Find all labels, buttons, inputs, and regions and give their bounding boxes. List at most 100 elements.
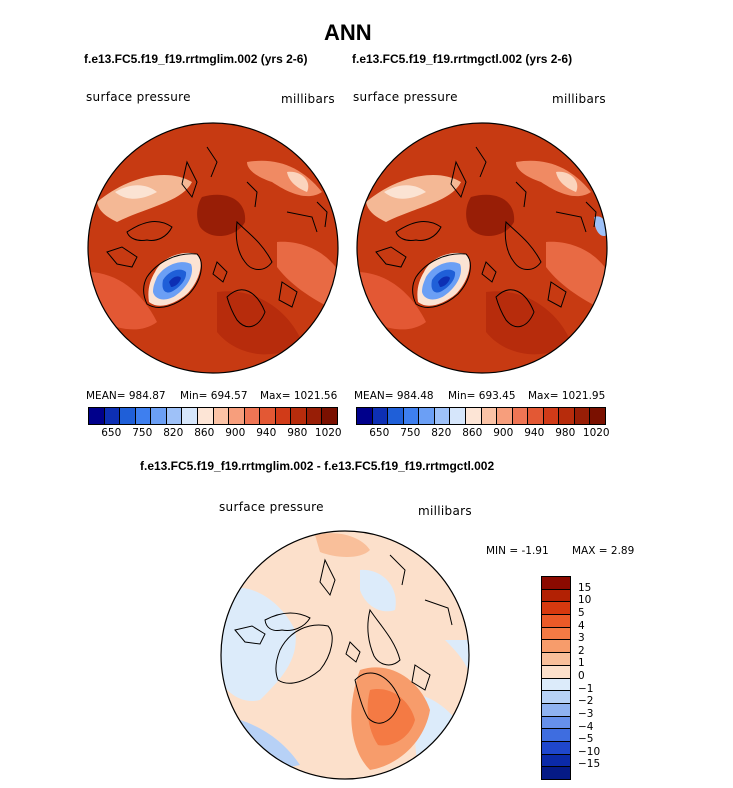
colorbar-box	[528, 408, 544, 424]
colorbar-box	[229, 408, 245, 424]
colorbar-box	[481, 408, 498, 424]
colorbar-box	[388, 408, 404, 424]
colorbar-box	[542, 691, 570, 704]
diff-panel-title: f.e13.FC5.f19_f19.rrtmglim.002 - f.e13.F…	[140, 459, 495, 473]
diff-panel-variable: surface pressure	[219, 500, 324, 514]
page-title: ANN	[324, 20, 372, 45]
colorbar-tick-label: −5	[578, 733, 594, 746]
colorbar-box	[197, 408, 214, 424]
colorbar-box	[306, 408, 323, 424]
colorbar-box	[542, 577, 570, 590]
right-panel-max: Max= 1021.95	[528, 390, 606, 402]
colorbar-tick-label: −15	[578, 758, 601, 771]
colorbar-box	[542, 665, 570, 679]
colorbar-box	[542, 602, 570, 616]
colorbar-tick-label: 0	[578, 670, 585, 682]
colorbar-box	[89, 408, 105, 424]
colorbar-box	[465, 408, 482, 424]
colorbar-tick-label: 750	[400, 427, 421, 439]
diff-polar-map	[220, 530, 470, 780]
colorbar-tick-label: 650	[369, 427, 390, 439]
right-colorbar-ticks: 650 750 820 860 900 940 980 1020	[356, 427, 609, 441]
colorbar-tick-label: 940	[524, 427, 545, 439]
arctic-ocean-region	[197, 194, 246, 237]
colorbar-tick-label: 980	[287, 427, 308, 439]
colorbar-tick-label: 15	[578, 581, 592, 594]
colorbar-box	[542, 640, 570, 654]
colorbar-tick-label: −2	[578, 695, 594, 708]
colorbar-tick-label: 1	[578, 657, 585, 670]
diff-panel-units: millibars	[418, 504, 472, 518]
right-polar-map	[356, 122, 608, 374]
colorbar-box	[542, 729, 570, 742]
colorbar-box	[542, 741, 570, 755]
colorbar-box	[543, 408, 560, 424]
colorbar-box	[166, 408, 183, 424]
colorbar-tick-label: 820	[431, 427, 452, 439]
coastlines	[106, 146, 328, 328]
diff-min: MIN = -1.91	[486, 545, 549, 557]
colorbar-box	[275, 408, 292, 424]
left-polar-map	[87, 122, 339, 374]
colorbar-box	[542, 615, 570, 628]
colorbar-box	[542, 716, 570, 730]
colorbar-tick-label: 5	[578, 606, 585, 619]
colorbar-tick-label: 4	[578, 619, 585, 632]
left-colorbar-ticks: 650 750 820 860 900 940 980 1020	[88, 427, 341, 441]
left-panel-units: millibars	[281, 92, 335, 106]
colorbar-box	[434, 408, 451, 424]
colorbar-box	[104, 408, 121, 424]
diff-colorbar-ticks: 15 10 5 4 3 2 1 0 −1 −2 −3 −4 −5 −10 −15	[578, 576, 618, 778]
colorbar-tick-label: −10	[578, 745, 601, 758]
right-panel-mean: MEAN= 984.48	[354, 390, 434, 402]
diff-colorbar	[541, 576, 571, 780]
colorbar-tick-label: 860	[194, 427, 215, 439]
colorbar-tick-label: 980	[555, 427, 576, 439]
colorbar-box	[260, 408, 276, 424]
colorbar-box	[357, 408, 373, 424]
left-panel-variable: surface pressure	[86, 90, 191, 104]
colorbar-tick-label: 940	[256, 427, 277, 439]
colorbar-box	[403, 408, 420, 424]
colorbar-tick-label: 2	[578, 644, 585, 657]
colorbar-box	[574, 408, 591, 424]
colorbar-box	[244, 408, 261, 424]
colorbar-tick-label: −4	[578, 720, 594, 733]
left-panel-min: Min= 694.57	[180, 390, 248, 402]
colorbar-tick-label: 900	[225, 427, 246, 439]
colorbar-tick-label: 820	[163, 427, 184, 439]
colorbar-tick-label: 1020	[582, 427, 610, 439]
colorbar-box	[512, 408, 529, 424]
colorbar-tick-label: 750	[132, 427, 153, 439]
colorbar-tick-label: 900	[493, 427, 514, 439]
left-panel-case-title: f.e13.FC5.f19_f19.rrtmglim.002 (yrs 2-6)	[84, 52, 308, 66]
colorbar-box	[542, 703, 570, 717]
colorbar-box	[135, 408, 152, 424]
colorbar-tick-label: 860	[462, 427, 483, 439]
right-panel-min: Min= 693.45	[448, 390, 516, 402]
colorbar-box	[322, 408, 337, 424]
colorbar-box	[450, 408, 466, 424]
colorbar-box	[542, 754, 570, 768]
colorbar-box	[590, 408, 605, 424]
colorbar-tick-label: −1	[578, 682, 594, 695]
colorbar-box	[182, 408, 198, 424]
pale-high-region	[97, 174, 192, 222]
colorbar-tick-label: 3	[578, 632, 585, 645]
colorbar-tick-label: −3	[578, 707, 594, 720]
diff-max: MAX = 2.89	[572, 545, 635, 557]
colorbar-tick-label: 1020	[314, 427, 342, 439]
right-panel-case-title: f.e13.FC5.f19_f19.rrtmgctl.002 (yrs 2-6)	[352, 52, 573, 66]
colorbar-box	[151, 408, 167, 424]
colorbar-box	[542, 767, 570, 779]
colorbar-box	[213, 408, 230, 424]
colorbar-tick-label: 10	[578, 594, 592, 607]
diff-coastlines	[234, 554, 453, 724]
colorbar-box	[419, 408, 435, 424]
colorbar-box	[542, 653, 570, 666]
left-panel-mean: MEAN= 984.87	[86, 390, 166, 402]
right-panel-variable: surface pressure	[353, 90, 458, 104]
left-colorbar	[88, 407, 338, 425]
colorbar-box	[542, 589, 570, 603]
colorbar-box	[542, 678, 570, 692]
